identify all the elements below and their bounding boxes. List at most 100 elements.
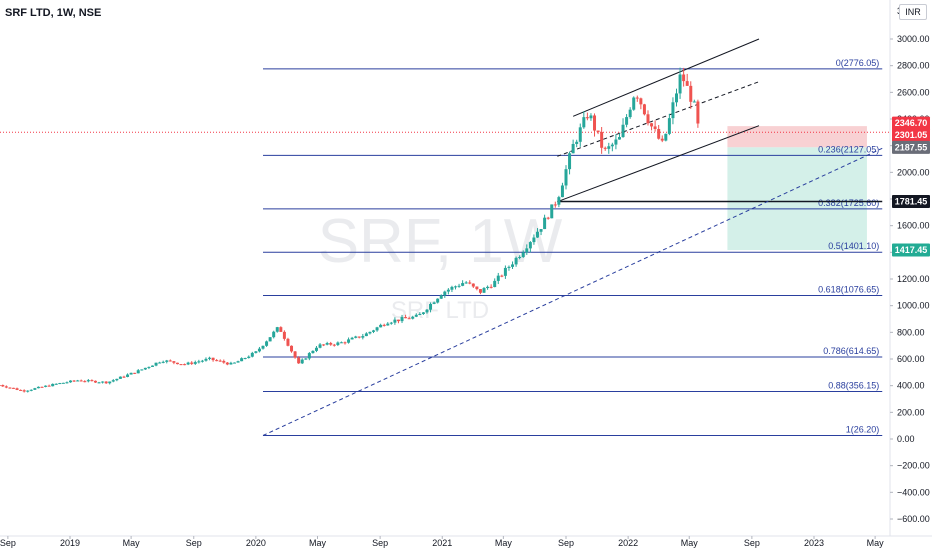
candle-body[interactable]	[61, 382, 65, 384]
candle-body[interactable]	[696, 101, 700, 124]
candle-body[interactable]	[293, 351, 297, 358]
candle-body[interactable]	[439, 295, 443, 299]
candle-body[interactable]	[471, 283, 475, 287]
candle-body[interactable]	[339, 342, 343, 344]
candle-body[interactable]	[44, 385, 48, 387]
candle-body[interactable]	[664, 133, 668, 141]
candle-body[interactable]	[372, 330, 376, 332]
candle-body[interactable]	[678, 74, 682, 94]
candle-body[interactable]	[208, 357, 212, 359]
candle-body[interactable]	[36, 386, 40, 389]
candle-body[interactable]	[671, 102, 675, 119]
candle-body[interactable]	[607, 146, 611, 149]
candle-body[interactable]	[400, 317, 404, 322]
candle-body[interactable]	[382, 324, 386, 326]
candle-body[interactable]	[414, 314, 418, 317]
candle-body[interactable]	[69, 380, 73, 383]
candle-body[interactable]	[286, 338, 290, 346]
candle-body[interactable]	[461, 283, 465, 286]
candle-body[interactable]	[436, 298, 440, 303]
candle-body[interactable]	[429, 303, 433, 310]
candle-body[interactable]	[660, 138, 664, 141]
candle-body[interactable]	[307, 353, 311, 359]
candle-body[interactable]	[186, 362, 190, 365]
candle-body[interactable]	[528, 242, 532, 249]
candle-body[interactable]	[54, 383, 58, 385]
candle-body[interactable]	[457, 285, 461, 287]
channel-lower-line[interactable]	[557, 125, 760, 203]
candle-body[interactable]	[621, 124, 625, 138]
candle-body[interactable]	[568, 153, 572, 170]
candle-body[interactable]	[582, 117, 586, 128]
candle-body[interactable]	[450, 286, 454, 290]
candle-body[interactable]	[58, 383, 62, 385]
candle-body[interactable]	[19, 389, 23, 391]
candle-body[interactable]	[240, 358, 244, 362]
candle-body[interactable]	[225, 362, 229, 365]
candle-body[interactable]	[197, 361, 201, 363]
candle-body[interactable]	[639, 98, 643, 105]
candle-body[interactable]	[282, 331, 286, 339]
candle-body[interactable]	[507, 266, 511, 268]
candle-body[interactable]	[0, 385, 1, 387]
candle-body[interactable]	[364, 333, 368, 337]
candle-body[interactable]	[375, 327, 379, 331]
candle-body[interactable]	[322, 344, 326, 346]
candle-body[interactable]	[578, 127, 582, 142]
candle-body[interactable]	[183, 364, 187, 366]
candle-body[interactable]	[593, 115, 597, 131]
candle-body[interactable]	[421, 312, 425, 315]
candle-body[interactable]	[386, 323, 390, 326]
candle-body[interactable]	[111, 380, 115, 382]
candle-body[interactable]	[560, 185, 564, 198]
candle-body[interactable]	[625, 117, 629, 125]
candle-body[interactable]	[279, 327, 283, 332]
candle-body[interactable]	[311, 350, 315, 354]
candle-body[interactable]	[218, 360, 222, 362]
candle-body[interactable]	[575, 141, 579, 144]
candle-body[interactable]	[532, 237, 536, 243]
candle-body[interactable]	[15, 388, 19, 390]
candle-body[interactable]	[215, 360, 219, 362]
candle-body[interactable]	[179, 364, 183, 366]
candle-body[interactable]	[118, 376, 122, 379]
candle-body[interactable]	[300, 359, 304, 364]
candle-body[interactable]	[368, 331, 372, 334]
candle-body[interactable]	[685, 81, 689, 86]
candle-body[interactable]	[650, 123, 654, 127]
candle-body[interactable]	[553, 204, 557, 206]
candle-body[interactable]	[304, 358, 308, 360]
candle-body[interactable]	[432, 302, 436, 304]
candle-body[interactable]	[76, 380, 80, 382]
candle-body[interactable]	[596, 130, 600, 133]
candle-body[interactable]	[147, 366, 151, 368]
candle-body[interactable]	[168, 360, 172, 362]
candle-body[interactable]	[40, 386, 44, 388]
candle-body[interactable]	[275, 327, 279, 332]
candle-body[interactable]	[443, 291, 447, 296]
candle-body[interactable]	[257, 348, 261, 352]
candle-body[interactable]	[290, 345, 294, 352]
candle-body[interactable]	[86, 380, 90, 382]
candle-body[interactable]	[133, 372, 137, 374]
candle-body[interactable]	[603, 147, 607, 149]
candle-body[interactable]	[564, 169, 568, 186]
candle-body[interactable]	[347, 339, 351, 343]
candle-body[interactable]	[11, 387, 15, 389]
candle-body[interactable]	[4, 386, 8, 388]
candle-body[interactable]	[486, 286, 490, 289]
candle-body[interactable]	[332, 344, 336, 346]
candle-body[interactable]	[243, 358, 247, 360]
candle-body[interactable]	[318, 344, 322, 348]
candle-body[interactable]	[29, 389, 33, 391]
candle-body[interactable]	[297, 357, 301, 364]
candle-body[interactable]	[617, 137, 621, 140]
candle-body[interactable]	[175, 362, 179, 365]
candle-body[interactable]	[51, 383, 55, 387]
candle-body[interactable]	[646, 114, 650, 124]
candle-body[interactable]	[272, 331, 276, 338]
candle-body[interactable]	[689, 85, 693, 102]
candle-body[interactable]	[628, 109, 632, 118]
candle-body[interactable]	[161, 361, 165, 363]
candle-body[interactable]	[589, 115, 593, 119]
